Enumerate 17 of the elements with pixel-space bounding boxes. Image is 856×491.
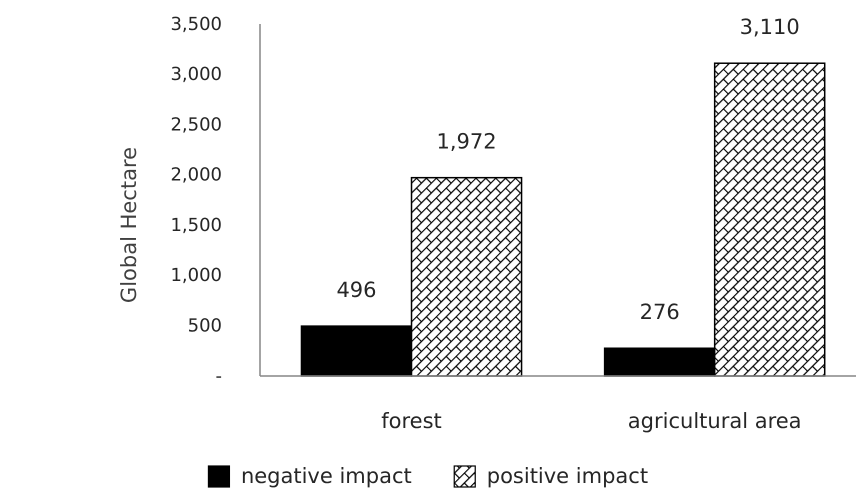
y-tick-label: 1,500 (170, 214, 222, 236)
data-label: 276 (640, 300, 680, 324)
x-tick-label: forest (381, 408, 442, 433)
legend-label: positive impact (486, 464, 648, 488)
y-tick-label: 2,500 (170, 114, 222, 136)
y-tick-label: 500 (188, 315, 222, 336)
y-tick-label: 3,500 (170, 14, 222, 35)
data-label: 3,110 (740, 15, 800, 40)
y-axis-title: Global Hectare (117, 146, 141, 304)
legend-label: negative impact (240, 464, 412, 488)
y-tick-label: 3,000 (170, 64, 222, 86)
data-label: 496 (336, 278, 377, 302)
data-label: 1,972 (436, 130, 497, 154)
y-tick-label: 2,000 (170, 164, 222, 186)
y-tick-label: 1,000 (170, 265, 222, 286)
x-tick-label: agricultural area (628, 408, 802, 433)
y-tick-label: - (216, 366, 222, 387)
